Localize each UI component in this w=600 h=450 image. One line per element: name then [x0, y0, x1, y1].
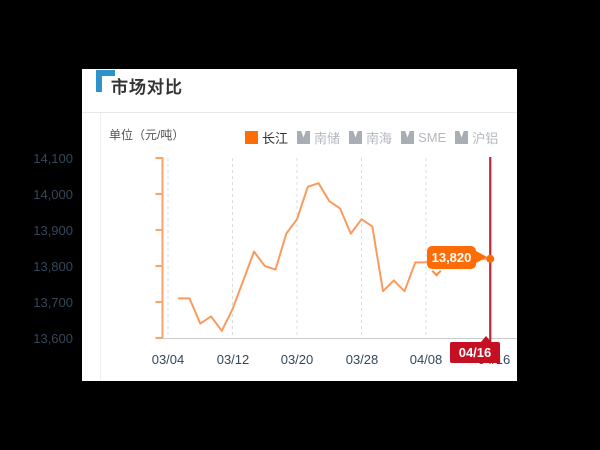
bar-chart-icon: [349, 131, 363, 144]
legend-item-changjiang[interactable]: 长江: [245, 128, 288, 147]
legend-item-hulv[interactable]: 沪铝: [455, 128, 498, 147]
bar-chart-icon: [297, 131, 311, 144]
orange-square-icon: [245, 131, 258, 144]
corner-accent-vbar: [96, 70, 102, 92]
legend-item-nanchu[interactable]: 南储: [297, 128, 340, 147]
page-title: 市场对比: [111, 78, 183, 97]
legend-item-nanhai[interactable]: 南海: [349, 128, 392, 147]
legend-label: 南海: [366, 131, 393, 146]
header-divider: [82, 112, 517, 113]
last-point-dot: [486, 254, 495, 263]
bar-chart-icon: [401, 131, 415, 144]
market-compare-card: 市场对比 单位（元/吨） 长江 南储 南海 SME 沪铝: [82, 69, 517, 381]
legend-label: SME: [418, 130, 447, 145]
corner-accent-icon: [96, 70, 115, 92]
unit-label: 单位（元/吨）: [109, 128, 185, 142]
corner-accent-hbar: [96, 70, 115, 76]
panel-left-divider: [100, 113, 101, 381]
price-series-line: [177, 182, 492, 332]
legend-label: 长江: [262, 131, 289, 146]
bar-chart-icon: [455, 131, 469, 144]
legend-label: 南储: [314, 131, 341, 146]
legend-label: 沪铝: [472, 131, 499, 146]
legend-item-sme[interactable]: SME: [401, 130, 446, 145]
chart-legend: 长江 南储 南海 SME 沪铝: [245, 128, 498, 147]
